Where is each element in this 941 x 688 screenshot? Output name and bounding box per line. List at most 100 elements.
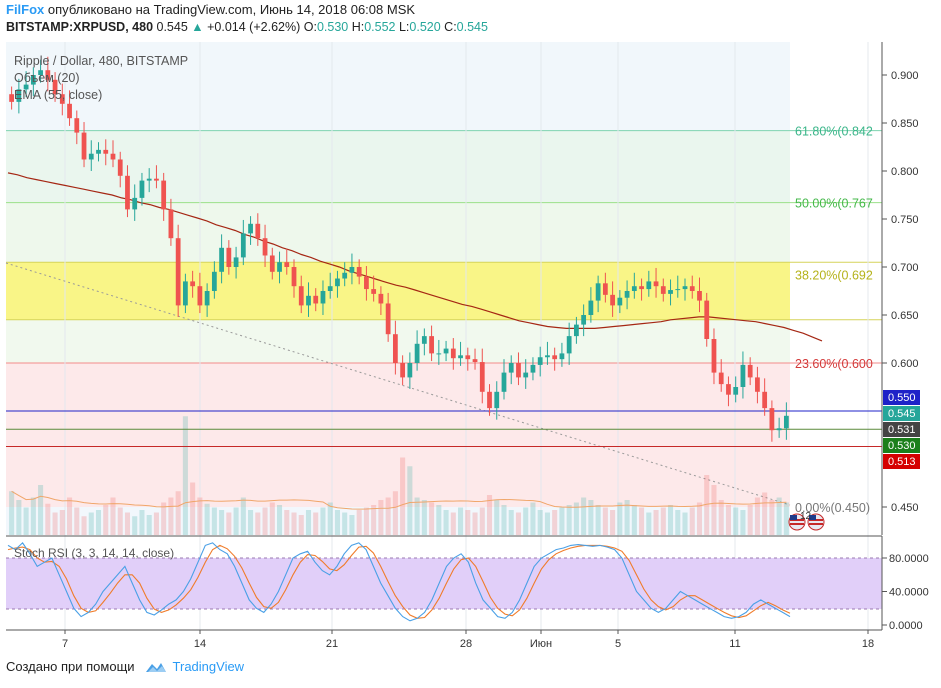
price-axis[interactable]: 0.900 0.850 0.800 0.750 0.700 0.650 0.600 0.450 (882, 70, 919, 514)
candle-body (516, 363, 521, 378)
candle-body (349, 267, 355, 273)
candle (320, 280, 326, 315)
stoch-axis[interactable]: 80.0000 40.0000 0.0000 (882, 553, 929, 632)
candle-body (371, 289, 377, 294)
chart-title-legend: Ripple / Dollar, 480, BITSTAMP (14, 54, 188, 68)
candle-body (682, 286, 688, 290)
candle-body (103, 149, 109, 154)
candle-body (392, 334, 398, 363)
close-label: C: (444, 20, 457, 34)
candle-body (378, 293, 384, 304)
candle (566, 322, 572, 365)
candle (45, 56, 51, 92)
candle (400, 355, 406, 386)
candle-body (494, 391, 500, 409)
candle-body (472, 359, 478, 363)
volume-bar (573, 502, 579, 535)
candle-body (450, 348, 456, 359)
candle (574, 316, 579, 344)
candle (559, 342, 565, 367)
candle-body (154, 178, 159, 181)
candle-body (38, 70, 43, 75)
us-flag-icon-2[interactable] (807, 513, 825, 531)
candle (110, 140, 116, 168)
candle-body (631, 286, 637, 291)
candle (537, 346, 543, 377)
candle (88, 140, 94, 171)
candle-body (74, 118, 80, 133)
volume-bar (284, 510, 290, 535)
volume-bar (479, 507, 485, 535)
candle-body (67, 103, 72, 119)
volume-bar (718, 500, 724, 535)
candle (371, 275, 377, 302)
volume-bar (429, 502, 435, 535)
candle (313, 288, 319, 312)
volume-bar (219, 510, 225, 535)
price-tick-label: 0.900 (891, 70, 919, 82)
candle (646, 270, 652, 297)
volume-bar (696, 502, 703, 535)
candle (450, 338, 456, 370)
candle-body (755, 377, 760, 392)
candle-body (574, 324, 579, 337)
candle (284, 248, 290, 275)
candle (117, 151, 123, 188)
price-tick-label: 0.700 (891, 262, 919, 274)
candle (226, 240, 232, 275)
candle-body (762, 391, 768, 409)
volume-bar (610, 510, 616, 535)
candles (9, 56, 789, 442)
price-tag: 0.545 (883, 406, 920, 421)
author-name[interactable]: FilFox (6, 2, 45, 17)
volume-bar (544, 512, 550, 535)
candle (472, 348, 478, 370)
ema-line (7, 172, 823, 342)
volume-bar (443, 510, 449, 535)
candle-body (168, 209, 174, 239)
volume-bar (552, 510, 558, 535)
tradingview-logo-icon[interactable] (145, 660, 167, 674)
volume-bar (400, 457, 406, 535)
low-value: 0.520 (409, 20, 441, 34)
candle-body (364, 276, 369, 290)
candle-body (139, 180, 145, 198)
candle-body (436, 353, 442, 355)
tradingview-link[interactable]: TradingView (172, 659, 245, 674)
fib-band-4 (6, 319, 790, 363)
volume-bar (342, 512, 348, 535)
candle (190, 270, 196, 298)
symbol-label: BITSTAMP:XRPUSD, 480 (6, 20, 154, 34)
time-axis[interactable]: 7 14 21 28 Июн 5 11 18 (62, 630, 874, 650)
price-tag-bg (883, 406, 920, 421)
volume-bar (465, 510, 471, 535)
us-flag-icon[interactable] (788, 513, 806, 531)
volume-bar (197, 497, 203, 535)
footer: Создано при помощи TradingView (6, 659, 244, 674)
price-tick-label: 0.600 (891, 358, 919, 370)
price-tags: 0.550 0.545 0.531 0.530 0.513 (883, 390, 920, 469)
volume-bar (378, 500, 384, 535)
candle-body (414, 343, 420, 363)
volume-bar (298, 515, 304, 535)
candle-body (602, 283, 608, 295)
price-tick-label: 0.650 (891, 310, 919, 322)
volume-ma-line (11, 490, 787, 510)
candle (52, 72, 58, 102)
candle (219, 234, 224, 284)
candle (407, 352, 413, 389)
candle (487, 384, 492, 416)
time-tick-label: 18 (862, 638, 874, 650)
volume-bar (566, 505, 572, 535)
candle-body (356, 267, 362, 277)
candle-body (269, 255, 275, 272)
price-tag-label: 0.530 (888, 440, 916, 452)
candle-body (407, 363, 413, 378)
time-tick-label: 28 (460, 638, 472, 650)
volume-bar (581, 497, 587, 535)
volume-bar (667, 505, 674, 535)
candle (23, 71, 29, 98)
candle-body (146, 178, 152, 181)
candle-body (617, 297, 623, 306)
